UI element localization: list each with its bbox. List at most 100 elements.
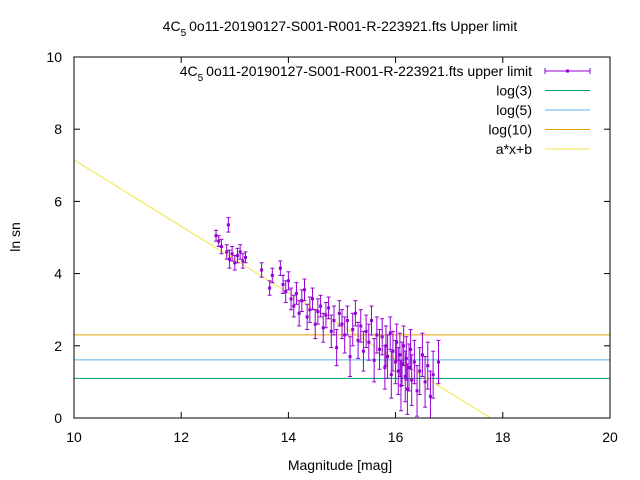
data-point <box>297 300 302 327</box>
x-tick-label: 18 <box>495 429 511 445</box>
point-marker <box>292 304 296 308</box>
point-marker <box>391 349 395 353</box>
point-marker <box>225 250 229 254</box>
point-marker <box>270 273 274 277</box>
point-marker <box>415 389 419 393</box>
data-point <box>420 332 425 377</box>
point-marker <box>226 223 230 227</box>
data-point <box>366 323 371 361</box>
point-marker <box>403 374 407 378</box>
data-point <box>345 305 350 336</box>
point-marker <box>375 333 379 337</box>
point-marker <box>324 313 328 317</box>
data-point <box>323 301 328 329</box>
data-point <box>235 247 240 264</box>
y-tick-label: 6 <box>54 193 62 209</box>
data-point <box>353 300 358 327</box>
point-marker <box>286 279 290 283</box>
point-marker <box>388 331 392 335</box>
point-marker <box>409 347 413 351</box>
point-marker <box>398 353 402 357</box>
data-point <box>294 282 299 305</box>
point-marker <box>305 315 309 319</box>
legend-label: log(3) <box>496 83 532 99</box>
y-tick-label: 4 <box>54 266 62 282</box>
point-marker <box>423 380 427 384</box>
point-marker <box>260 268 264 272</box>
point-marker <box>241 259 245 263</box>
legend: 4C5 0o11-20190127-S001-R001-R-223921.fts … <box>180 63 591 157</box>
point-marker <box>410 378 414 382</box>
point-marker <box>383 365 387 369</box>
data-point <box>385 334 390 379</box>
chart-title: 4C5 0o11-20190127-S001-R001-R-223921.fts … <box>163 18 518 39</box>
point-marker <box>238 250 242 254</box>
data-point <box>326 296 331 320</box>
data-point <box>307 296 312 323</box>
y-tick-label: 0 <box>54 410 62 426</box>
data-point <box>313 309 318 340</box>
data-point <box>230 246 235 262</box>
point-marker <box>372 358 376 362</box>
data-point <box>226 217 231 233</box>
data-point <box>337 300 342 327</box>
x-tick-label: 14 <box>281 429 297 445</box>
point-marker <box>386 355 390 359</box>
data-point <box>315 298 320 325</box>
point-marker <box>364 329 368 333</box>
axis-ticks: 10 12 14 16 18 20 0 2 4 6 8 10 <box>46 49 618 445</box>
point-marker <box>431 373 435 377</box>
data-point <box>388 316 393 350</box>
point-marker <box>235 254 239 258</box>
point-marker <box>428 394 432 398</box>
data-point <box>356 321 361 359</box>
point-marker <box>420 353 424 357</box>
data-point <box>412 339 417 385</box>
point-marker <box>297 311 301 315</box>
data-point <box>289 287 294 311</box>
point-marker <box>353 311 357 315</box>
point-marker <box>294 291 298 295</box>
x-axis-label: Magnitude [mag] <box>288 457 392 473</box>
point-marker <box>394 360 398 364</box>
point-marker <box>426 364 430 368</box>
data-point <box>286 271 291 291</box>
data-point <box>415 365 420 417</box>
legend-label: 4C5 0o11-20190127-S001-R001-R-223921.fts … <box>180 63 532 84</box>
point-marker <box>369 319 373 323</box>
point-marker <box>214 234 218 238</box>
legend-label: log(5) <box>496 102 532 118</box>
point-marker <box>367 340 371 344</box>
point-marker <box>281 282 285 286</box>
point-marker <box>284 290 288 294</box>
y-axis-label: ln sn <box>7 222 23 252</box>
point-marker <box>407 365 411 369</box>
data-point <box>238 244 243 260</box>
point-marker <box>230 252 234 256</box>
data-points <box>214 217 441 418</box>
point-marker <box>308 308 312 312</box>
legend-entry: 4C5 0o11-20190127-S001-R001-R-223921.fts … <box>180 63 591 84</box>
legend-entry: log(3) <box>496 83 590 99</box>
data-point <box>372 338 377 383</box>
point-marker <box>356 338 360 342</box>
data-point <box>243 251 248 264</box>
data-point <box>259 262 264 278</box>
point-marker <box>412 360 416 364</box>
point-marker <box>268 286 272 290</box>
data-point <box>364 314 369 349</box>
data-point <box>417 347 422 396</box>
point-marker <box>359 324 363 328</box>
point-marker <box>396 369 400 373</box>
data-point <box>407 343 411 392</box>
data-point <box>331 305 336 336</box>
data-point <box>342 316 347 354</box>
legend-entry: log(10) <box>488 122 590 138</box>
point-marker <box>289 297 293 301</box>
data-point <box>321 312 326 343</box>
legend-marker <box>566 69 569 73</box>
plot-frame <box>73 56 611 419</box>
legend-entry: a*x+b <box>496 141 590 157</box>
